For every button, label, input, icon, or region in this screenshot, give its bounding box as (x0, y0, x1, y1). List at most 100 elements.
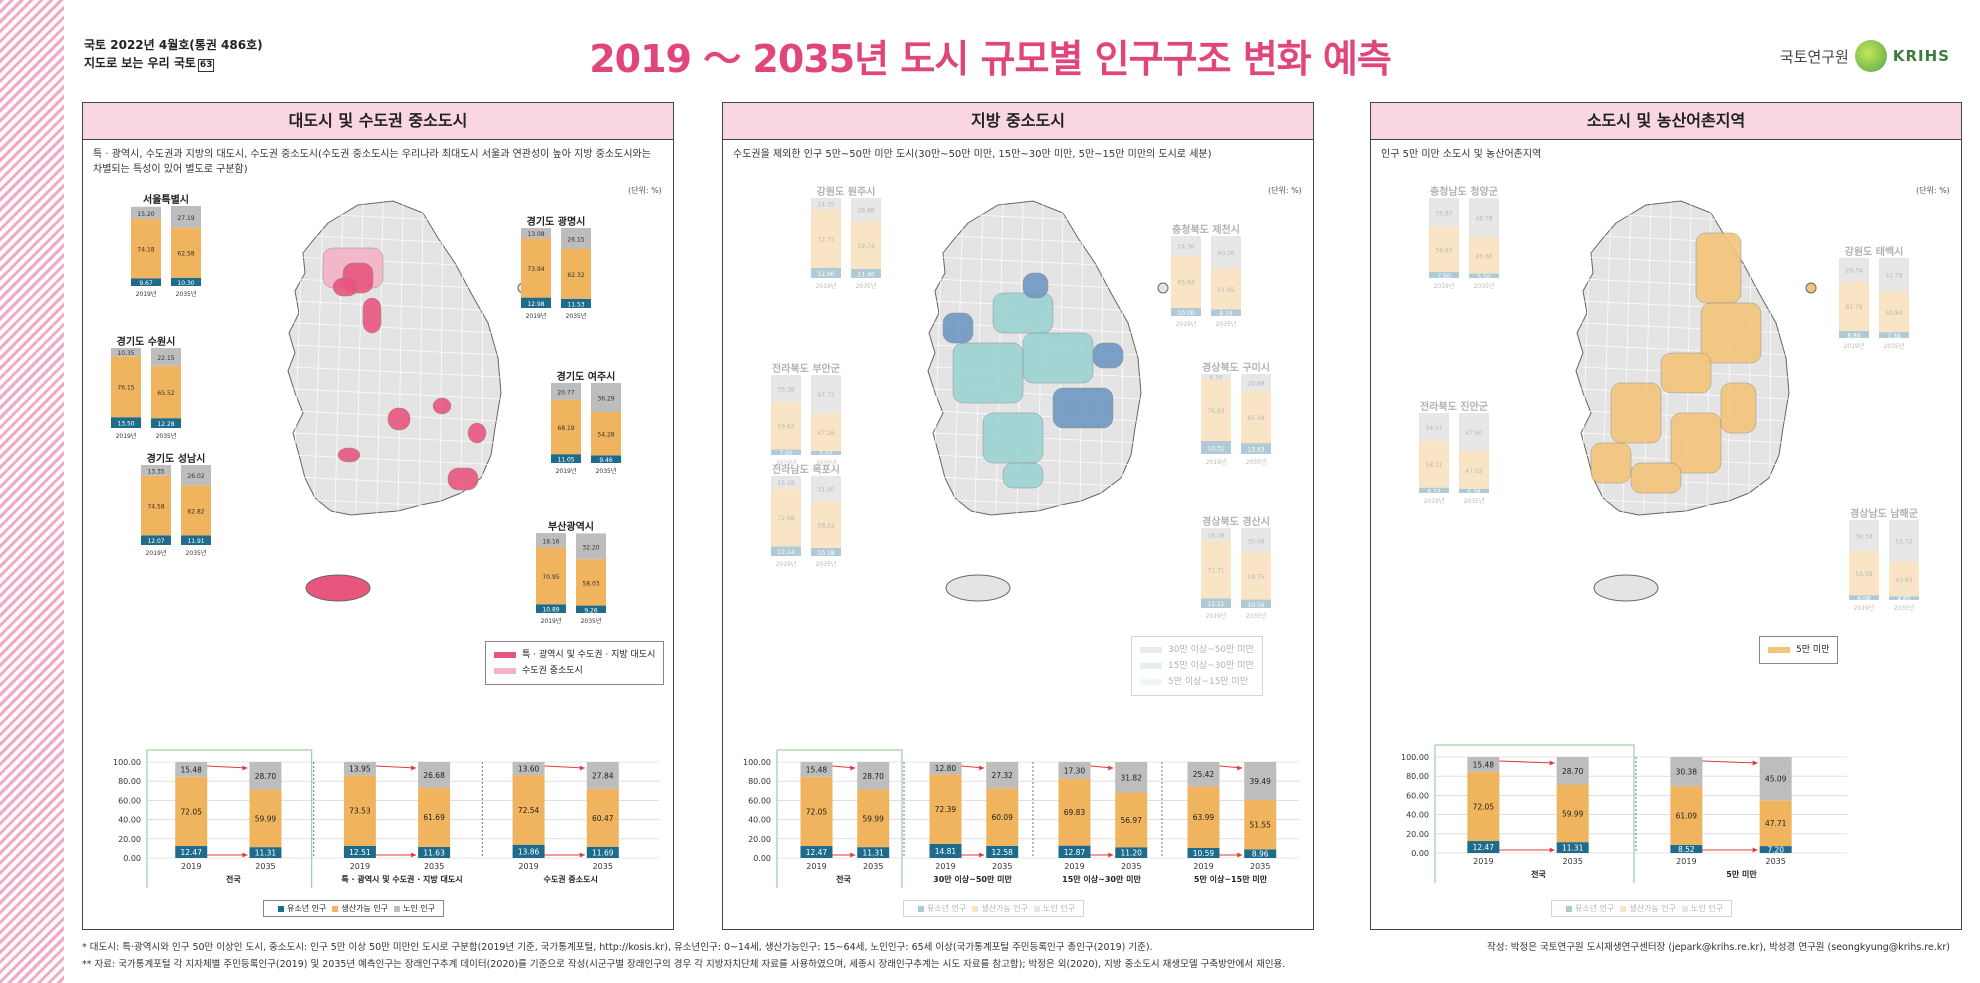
mini-bar-label: 36.29 (597, 395, 614, 402)
mini-bar-segment (536, 604, 566, 613)
bar-segment (249, 789, 282, 848)
mini-year-label: 2019년 (146, 549, 167, 557)
legend-label: 노인 인구 (1691, 904, 1724, 913)
legend-swatch (332, 905, 339, 912)
mini-bar-segment (591, 382, 621, 413)
mini-bar-label: 6.76 (1209, 375, 1223, 382)
bar-value-label: 10.59 (1193, 849, 1215, 858)
mini-bar-segment (1201, 540, 1231, 599)
legend-label: 생산가능 인구 (981, 904, 1029, 913)
bar-segment (1244, 762, 1277, 800)
year-label: 2019 (806, 862, 826, 871)
decorative-stripe (0, 0, 64, 983)
trend-arrow (1499, 760, 1555, 764)
mini-year-label: 2035년 (1884, 342, 1905, 350)
mini-bar-label: 12.28 (157, 421, 174, 428)
mini-bar-label: 7.50 (1437, 273, 1451, 280)
mini-bar-segment (771, 476, 801, 489)
group-label: 전국 (1531, 869, 1546, 879)
city-callout: 경상북도 구미시 16.31 76.93 6.76 2019년 13.63 65.49 20.… (1193, 359, 1279, 474)
bar-segment (1115, 847, 1148, 858)
mini-year-label: 2035년 (186, 549, 207, 557)
mini-bar-segment (811, 547, 841, 556)
mini-bar-segment (771, 449, 801, 455)
bar-segment (418, 846, 451, 858)
bar-segment (1115, 762, 1148, 793)
year-label: 2019 (1193, 862, 1213, 871)
mini-bar-segment (1201, 374, 1231, 380)
mini-bar-segment (551, 454, 581, 463)
mini-bar-segment (1839, 281, 1869, 331)
bar-segment (249, 847, 282, 858)
y-tick-label: 60.00 (1406, 791, 1429, 800)
y-tick-label: 40.00 (748, 816, 771, 825)
bar-segment (1556, 757, 1589, 785)
mini-year-label: 2019년 (776, 560, 797, 568)
mini-bar-label: 30.69 (1247, 538, 1264, 545)
group-label: 특 · 광역시 및 수도권 · 지방 대도시 (341, 874, 462, 884)
mini-bar-segment (1201, 440, 1231, 454)
legend-label: 노인 인구 (403, 904, 436, 913)
legend-swatch (394, 905, 401, 912)
mini-bar-segment (576, 605, 606, 613)
mini-bar-segment (591, 412, 621, 456)
bar-value-label: 69.83 (1064, 808, 1086, 817)
mini-bar-segment (1459, 451, 1489, 489)
bar-legend: 유소년 인구 생산가능 인구 노인 인구 (1551, 900, 1733, 917)
mini-bar-label: 47.60 (1465, 430, 1482, 437)
mini-bar-segment (1201, 598, 1231, 608)
mini-bar-label: 22.15 (157, 355, 174, 362)
mini-bar-label: 12.21 (1207, 601, 1224, 608)
mini-bar-segment (1429, 198, 1459, 227)
bar-value-label: 61.09 (1676, 811, 1698, 820)
mini-bar-label: 65.49 (1247, 415, 1264, 422)
unit-label: (단위: %) (1916, 186, 1950, 195)
mini-bar-label: 47.72 (817, 392, 834, 399)
mini-bar-segment (1201, 379, 1231, 441)
group-label: 5만 미만 (1726, 869, 1757, 879)
mini-bar-segment (1839, 258, 1869, 282)
page-title: 2019 ～ 2035년 도시 규모별 인구구조 변화 예측 (589, 37, 1392, 81)
mini-bar-segment (1469, 198, 1499, 238)
mini-bar-segment (1419, 413, 1449, 441)
mini-bar-segment (1889, 520, 1919, 562)
mini-bar-label: 8.88 (1847, 332, 1861, 339)
bar-value-label: 72.05 (806, 807, 828, 816)
callout-title: 경상남도 남해군 (1850, 509, 1918, 520)
mini-year-label: 2035년 (1246, 612, 1267, 620)
korea-map (873, 193, 1173, 617)
mini-bar-label: 10.00 (1177, 310, 1194, 317)
footnote-1: * 대도시: 특·광역시와 인구 50만 이상인 도시, 중소도시: 인구 5만… (82, 942, 1153, 953)
bar-value-label: 59.99 (1562, 809, 1584, 818)
mini-bar-segment (171, 277, 201, 286)
arrow-head (1549, 847, 1555, 853)
city-callout: 충청북도 제천시 10.00 65.64 24.36 2019년 8.19 51.65 40.… (1163, 221, 1249, 336)
highlighted-region (1630, 462, 1682, 494)
bar-value-label: 11.31 (862, 849, 884, 858)
mini-bar-label: 43.63 (1895, 577, 1912, 584)
mini-bar-label: 10.30 (177, 280, 194, 287)
bar-value-label: 47.71 (1765, 819, 1787, 828)
highlighted-region (1720, 382, 1757, 434)
mini-bar-segment (1171, 308, 1201, 316)
mini-year-label: 2035년 (856, 282, 877, 290)
mini-bar-segment (1849, 550, 1879, 596)
mini-bar-segment (521, 238, 551, 298)
mini-bar-label: 12.98 (527, 301, 544, 308)
mini-bar-segment (141, 535, 171, 545)
legend-label: 생산가능 인구 (341, 904, 389, 913)
bar-segment (986, 788, 1019, 846)
jeju-island (305, 574, 371, 602)
mini-bar-label: 59.74 (857, 243, 874, 250)
mini-year-label: 2035년 (1246, 458, 1267, 466)
y-tick-label: 20.00 (1406, 830, 1429, 839)
mini-bar-label: 58.75 (1247, 574, 1264, 581)
bar-value-label: 12.51 (349, 848, 371, 857)
legend-swatch (1566, 905, 1572, 912)
highlighted-region (362, 297, 382, 334)
callout-title: 충청북도 제천시 (1172, 225, 1240, 236)
mini-bar-segment (851, 268, 881, 278)
legend-label: 30만 이상~50만 미만 (1168, 645, 1254, 655)
population-bar-chart: 100.00 80.00 60.00 40.00 20.00 0.00 12.47 72.05… (1401, 744, 1847, 883)
mini-bar-segment (1419, 487, 1449, 493)
